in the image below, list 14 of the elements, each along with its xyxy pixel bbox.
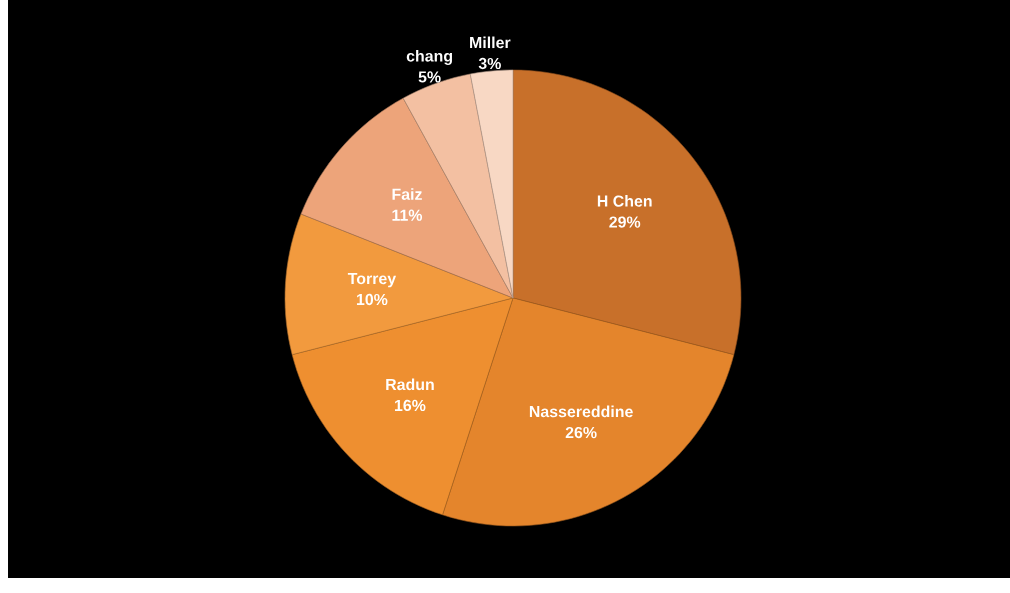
data-label: 10% — [356, 293, 388, 306]
data-label: 5% — [418, 71, 441, 83]
data-label: 29% — [609, 216, 641, 228]
slice-label: Radun — [386, 378, 434, 391]
slice-label: H Chen — [597, 195, 652, 207]
data-label: 11% — [392, 209, 423, 221]
slice-label: chang — [406, 49, 453, 65]
slice-label: Miller — [470, 36, 511, 49]
data-label: 16% — [395, 399, 426, 412]
data-label: 26% — [565, 426, 597, 439]
slice-label: Nassereddine — [529, 405, 633, 418]
slice-label: Torrey — [347, 273, 397, 288]
slice-label: Faiz — [392, 188, 422, 200]
data-label: 3% — [478, 57, 501, 70]
